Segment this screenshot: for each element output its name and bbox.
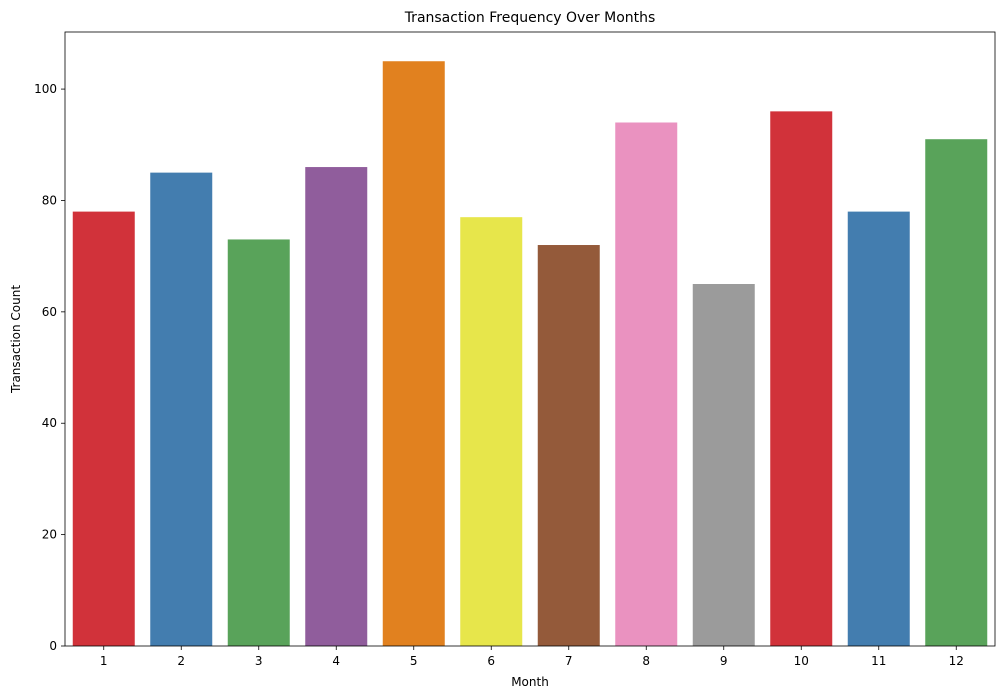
- chart-title: Transaction Frequency Over Months: [404, 10, 656, 26]
- x-tick-label: 10: [794, 654, 809, 668]
- bar-month-6: [460, 217, 523, 646]
- x-tick-label: 2: [177, 654, 185, 668]
- x-tick-label: 12: [949, 654, 964, 668]
- x-tick-label: 8: [642, 654, 650, 668]
- y-axis: 0 20 40 60 80 100: [34, 82, 65, 653]
- x-tick-label: 7: [565, 654, 573, 668]
- x-tick-label: 5: [410, 654, 418, 668]
- y-tick-label: 100: [34, 82, 57, 96]
- x-tick-label: 11: [871, 654, 886, 668]
- y-tick-label: 60: [42, 305, 57, 319]
- x-axis: 1 2 3 4 5 6 7 8 9 10 11 12: [100, 646, 964, 668]
- y-tick-label: 20: [42, 528, 57, 542]
- y-tick-label: 80: [42, 193, 57, 207]
- bar-month-9: [692, 284, 755, 646]
- bar-month-1: [72, 211, 135, 646]
- bar-month-11: [847, 211, 910, 646]
- plot-frame: [64, 31, 996, 647]
- bar-month-10: [770, 111, 833, 647]
- bar-month-2: [150, 172, 213, 646]
- x-tick-label: 9: [720, 654, 728, 668]
- bars-layer: [72, 61, 988, 647]
- y-tick-label: 40: [42, 416, 57, 430]
- x-axis-label: Month: [511, 675, 549, 689]
- bar-month-4: [305, 167, 368, 646]
- y-axis-label: Transaction Count: [9, 285, 23, 394]
- bar-month-5: [382, 61, 445, 646]
- x-tick-label: 4: [332, 654, 340, 668]
- x-tick-label: 6: [487, 654, 495, 668]
- x-tick-label: 1: [100, 654, 108, 668]
- bar-month-8: [615, 122, 678, 647]
- x-tick-label: 3: [255, 654, 263, 668]
- y-tick-label: 0: [49, 639, 57, 653]
- bar-month-12: [925, 139, 988, 646]
- bar-month-3: [227, 239, 290, 647]
- bar-month-7: [537, 245, 600, 647]
